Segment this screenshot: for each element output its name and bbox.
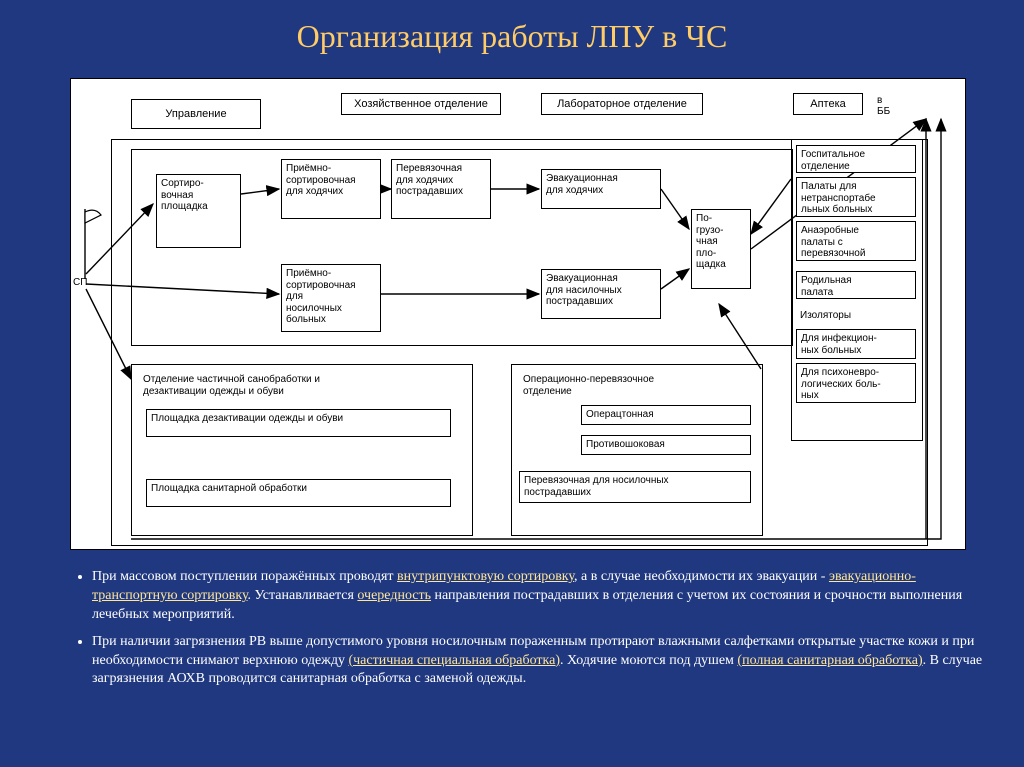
notes: При массовом поступлении поражённых пров… xyxy=(70,568,984,697)
oper-title: Операционно-перевязочное отделение xyxy=(519,371,749,397)
sort-area: Сортиро- вочная площадка xyxy=(156,174,241,248)
flag-icon xyxy=(81,209,103,279)
bullet-item: При наличии загрязнения РВ выше допустим… xyxy=(92,633,984,690)
deact-area: Площадка дезактивации одежды и обуви xyxy=(146,409,451,437)
label-bb: в ББ xyxy=(877,95,890,117)
sanit-title: Отделение частичной санобработки и дезак… xyxy=(139,371,459,401)
bullet-item: При массовом поступлении поражённых пров… xyxy=(92,568,984,625)
diagram-canvas: СП в ББ УправлениеХозяйственное отделени… xyxy=(70,78,966,550)
hdr-household: Хозяйственное отделение xyxy=(341,93,501,115)
isolators: Изоляторы xyxy=(796,307,916,327)
hosp-dept: Госпитальное отделение xyxy=(796,145,916,173)
evac-stretch: Эвакуационная для насилочных пострадавши… xyxy=(541,269,661,319)
reception-walk: Приёмно- сортировочная для ходячих xyxy=(281,159,381,219)
oper-room: Операцтонная xyxy=(581,405,751,425)
maternity: Родильная палата xyxy=(796,271,916,299)
hdr-lab: Лабораторное отделение xyxy=(541,93,703,115)
dressing-walk: Перевязочная для ходячих пострадавших xyxy=(391,159,491,219)
hdr-pharmacy: Аптека xyxy=(793,93,863,115)
dressing-stretch: Перевязочная для носилочных пострадавших xyxy=(519,471,751,503)
antishock: Противошоковая xyxy=(581,435,751,455)
infectious: Для инфекцион- ных больных xyxy=(796,329,916,359)
anaerobic: Анаэробные палаты с перевязочной xyxy=(796,221,916,261)
evac-walk: Эвакуационная для ходячих xyxy=(541,169,661,209)
psych: Для психоневро- логических боль- ных xyxy=(796,363,916,403)
reception-stretch: Приёмно- сортировочная для носилочных бо… xyxy=(281,264,381,332)
loading: По- грузо- чная пло- щадка xyxy=(691,209,751,289)
page-title: Организация работы ЛПУ в ЧС xyxy=(0,18,1024,55)
san-clean: Площадка санитарной обработки xyxy=(146,479,451,507)
nontransport: Палаты для нетранспортабе льных больных xyxy=(796,177,916,217)
hdr-management: Управление xyxy=(131,99,261,129)
